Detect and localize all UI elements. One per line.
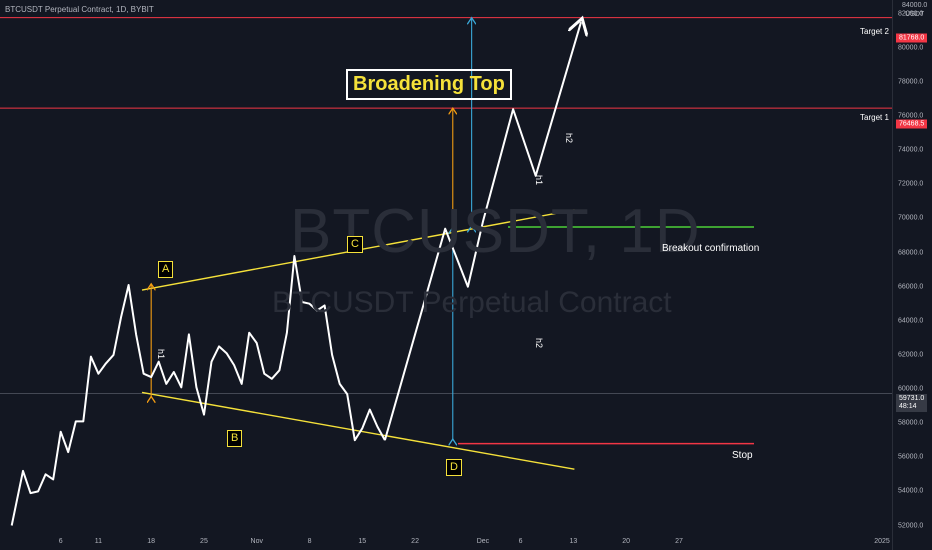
- y-tick-label: 58000.0: [898, 419, 924, 427]
- x-tick-label: 6: [58, 538, 63, 545]
- target-2-price-tag: 81768.0: [896, 33, 928, 43]
- x-tick-label: 22: [411, 538, 419, 545]
- h2-projection-label: h2: [564, 132, 575, 144]
- x-tick-label: Dec: [476, 538, 490, 545]
- chart-header-symbol: BTCUSDT Perpetual Contract, 1D, BYBIT: [5, 5, 154, 14]
- x-tick-label: 11: [94, 538, 103, 545]
- price-axis-top-tick: 84000.0: [902, 2, 928, 9]
- x-tick-label: 13: [569, 538, 578, 545]
- y-tick-label: 60000.0: [898, 385, 924, 393]
- y-tick-label: 54000.0: [898, 487, 924, 495]
- x-tick-label: 25: [200, 538, 208, 545]
- stop-label: Stop: [732, 450, 753, 461]
- price-series-line: [10, 255, 386, 526]
- y-tick-label: 82000.0: [898, 10, 924, 18]
- point-d-label: D: [446, 459, 462, 476]
- x-tick-label: 2025: [874, 538, 890, 545]
- y-tick-label: 78000.0: [898, 78, 924, 86]
- x-tick-label: Nov: [250, 538, 263, 545]
- target-1-label: Target 1: [860, 113, 889, 122]
- y-tick-label: 68000.0: [898, 249, 924, 257]
- y-tick-label: 74000.0: [898, 146, 924, 154]
- h1-projection-label: h1: [534, 174, 545, 186]
- h1-pattern-label: h1: [156, 348, 167, 360]
- target-2-label: Target 2: [860, 27, 889, 36]
- x-tick-label: 15: [358, 538, 367, 545]
- current-price-value: 59731.0: [899, 395, 925, 402]
- y-tick-label: 66000.0: [898, 283, 924, 291]
- watermark-name: BTCUSDT Perpetual Contract: [272, 286, 672, 319]
- current-price-tag: 59731.0 48:14: [896, 394, 928, 412]
- breakout-confirmation-label: Breakout confirmation: [662, 243, 760, 254]
- y-tick-label: 64000.0: [898, 317, 924, 325]
- y-tick-label: 62000.0: [898, 351, 924, 359]
- point-a-label: A: [158, 261, 174, 278]
- watermark-ticker: BTCUSDT, 1D: [290, 197, 701, 266]
- price-axis-currency: USDT: [905, 11, 925, 18]
- y-tick-label: 76000.0: [898, 112, 924, 120]
- x-tick-label: 20: [622, 538, 631, 545]
- h2-pattern-label: h2: [534, 337, 545, 349]
- point-c-label: C: [347, 236, 363, 253]
- price-axis-unit: 84000.0 USDT: [902, 1, 927, 19]
- x-tick-label: 8: [307, 538, 312, 545]
- lower-trendline: [141, 391, 575, 470]
- projected-path-line: [383, 22, 581, 441]
- point-b-label: B: [227, 430, 243, 447]
- x-tick-label: 18: [147, 538, 156, 545]
- x-tick-label: 6: [518, 538, 523, 545]
- y-tick-label: 70000.0: [898, 214, 924, 222]
- target-1-price-tag: 76468.5: [896, 119, 928, 129]
- y-tick-label: 56000.0: [898, 453, 924, 461]
- y-tick-label: 80000.0: [898, 44, 924, 52]
- y-tick-label: 72000.0: [898, 180, 924, 188]
- y-tick-label: 52000.0: [898, 522, 924, 529]
- pattern-title: Broadening Top: [346, 69, 512, 100]
- candle-countdown: 48:14: [899, 403, 917, 410]
- price-axis[interactable]: [892, 0, 932, 550]
- x-tick-label: 27: [675, 538, 683, 545]
